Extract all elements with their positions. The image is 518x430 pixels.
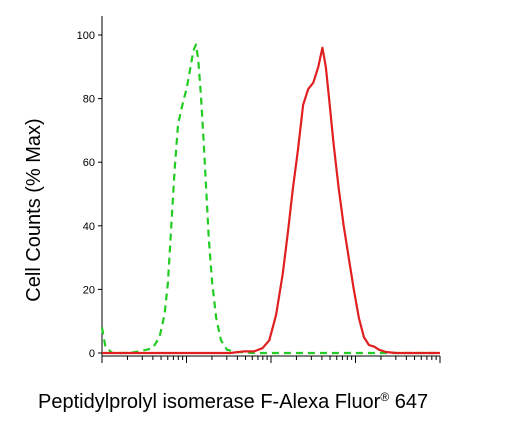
y-tick-label: 80 bbox=[83, 94, 95, 106]
x-axis-label: Peptidylprolyl isomerase F-Alexa Fluor® … bbox=[38, 390, 428, 413]
registered-mark: ® bbox=[380, 390, 389, 404]
y-tick-label: 20 bbox=[83, 284, 95, 296]
x-axis-label-tail: 647 bbox=[389, 391, 428, 413]
y-tick-label: 60 bbox=[83, 157, 95, 169]
y-ticks: 0 20 40 60 80 100 bbox=[77, 30, 102, 360]
sample-histogram-line bbox=[102, 46, 440, 355]
series-layer bbox=[100, 43, 440, 355]
x-axis-label-main: Peptidylprolyl isomerase F-Alexa Fluor bbox=[38, 391, 381, 413]
x-ticks bbox=[101, 356, 441, 363]
y-axis-label: Cell Counts (% Max) bbox=[23, 118, 45, 301]
control-histogram-line bbox=[100, 43, 440, 355]
y-tick-label: 40 bbox=[83, 221, 95, 233]
y-tick-label: 100 bbox=[77, 30, 95, 42]
y-tick-label: 0 bbox=[89, 348, 95, 360]
axes bbox=[101, 16, 440, 357]
